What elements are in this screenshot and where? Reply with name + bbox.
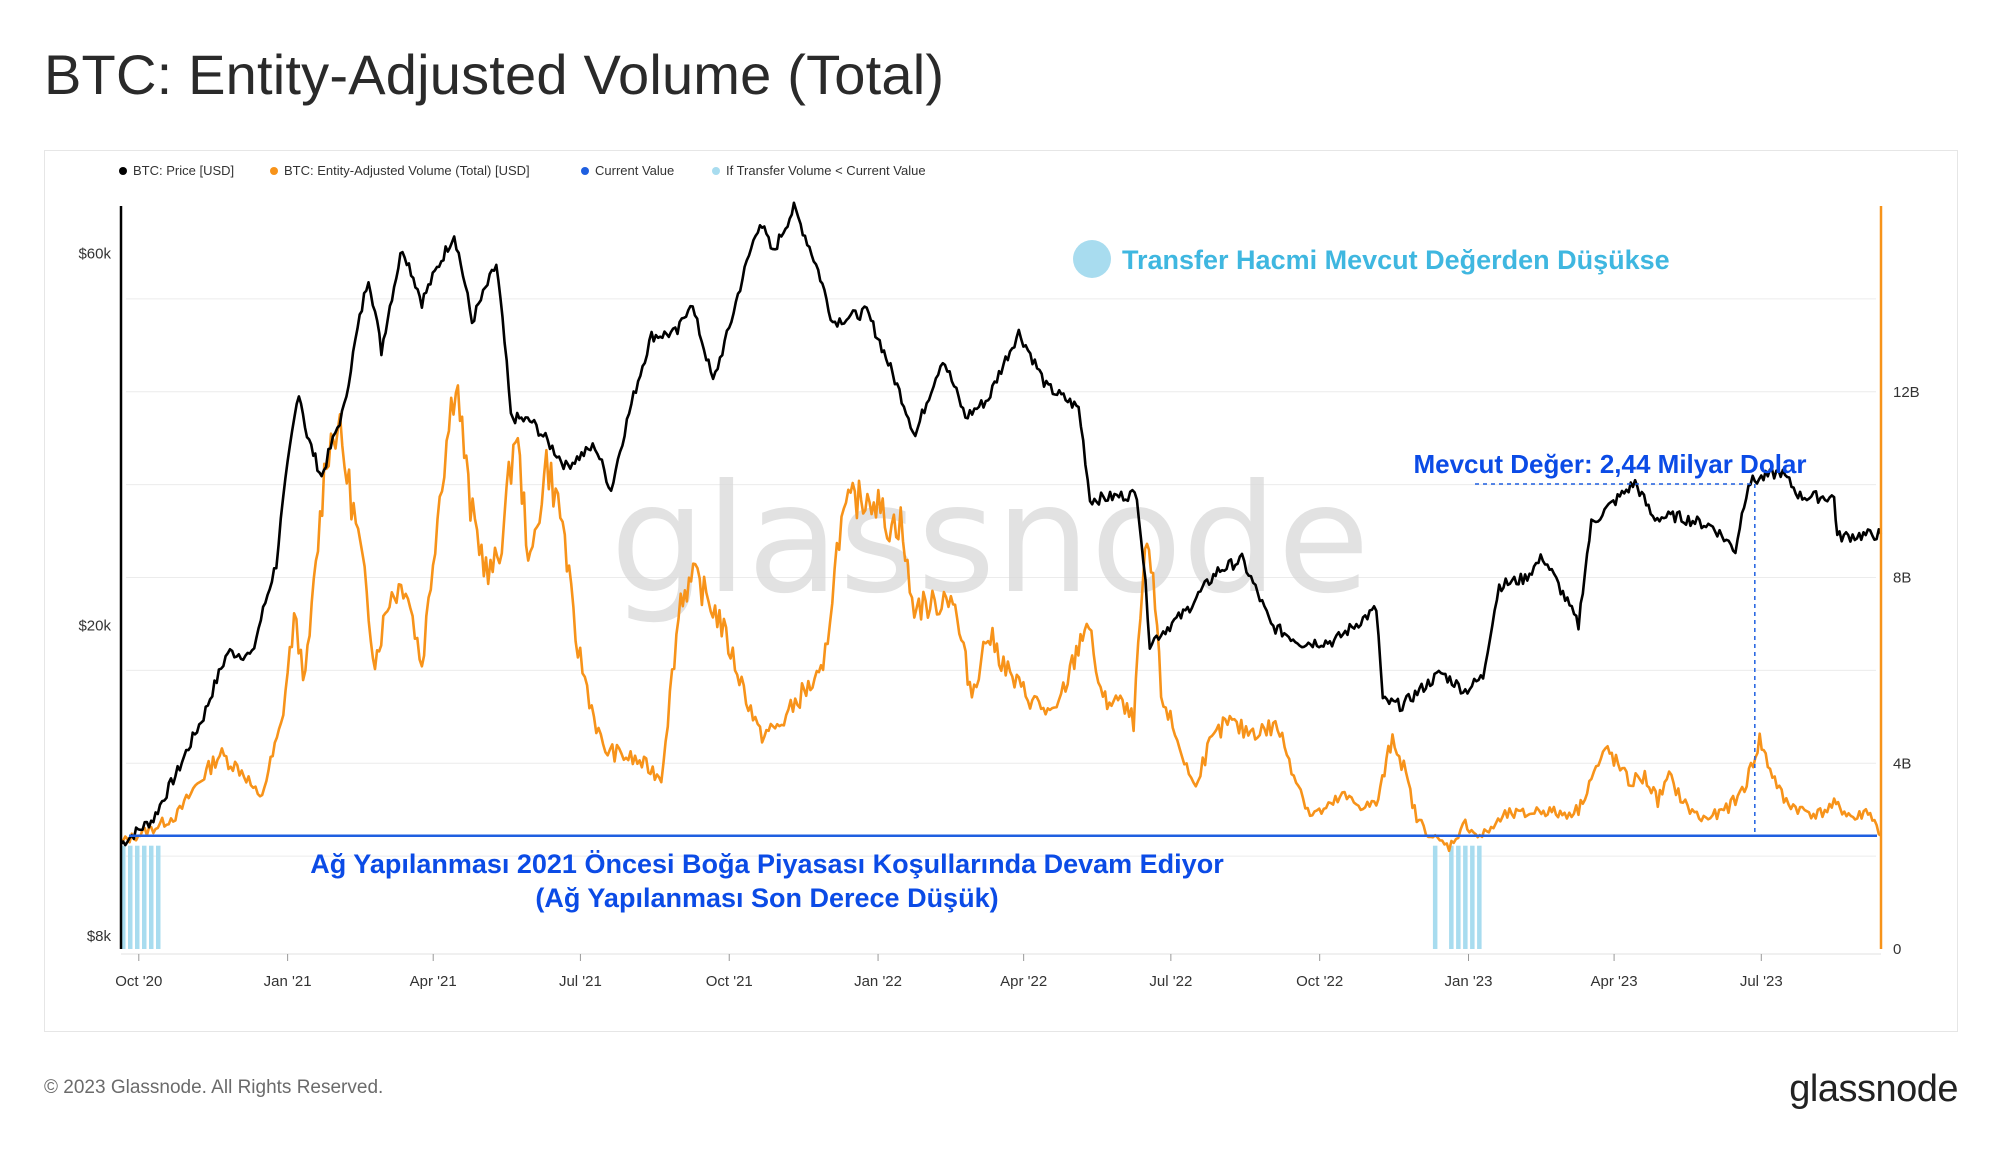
right-axis-ticks: 0 4B 8B 12B	[1893, 384, 1920, 958]
x-tick-label: Jan '23	[1445, 973, 1493, 990]
chart-svg: BTC: Price [USD] BTC: Entity-Adjusted Vo…	[78, 163, 1920, 990]
below-current-annotation: Transfer Hacmi Mevcut Değerden Düşükse	[1122, 245, 1670, 275]
x-tick-label: Oct '22	[1296, 973, 1343, 990]
legend: BTC: Price [USD] BTC: Entity-Adjusted Vo…	[119, 163, 926, 178]
below-current-bar	[1470, 845, 1475, 949]
x-axis-ticks: Oct '20 Jan '21 Apr '21 Jul '21 Oct '21 Jan '…	[115, 954, 1783, 990]
legend-item-volume[interactable]: BTC: Entity-Adjusted Volume (Total) [USD…	[270, 163, 530, 178]
legend-dot-below-current	[712, 167, 720, 175]
below-current-bar	[149, 845, 154, 949]
x-tick-label: Apr '22	[1000, 973, 1047, 990]
footer-copyright: © 2023 Glassnode. All Rights Reserved.	[44, 1077, 384, 1098]
x-tick-label: Oct '21	[706, 973, 753, 990]
chart-frame: BTC: Price [USD] BTC: Entity-Adjusted Vo…	[44, 150, 1958, 1032]
footer-logo: glassnode	[1789, 1068, 1958, 1110]
legend-label-price: BTC: Price [USD]	[133, 163, 234, 178]
current-value-annotation: Mevcut Değer: 2,44 Milyar Dolar	[1413, 449, 1806, 479]
right-tick-label: 4B	[1893, 755, 1911, 772]
x-tick-label: Oct '20	[115, 973, 162, 990]
legend-label-below-current: If Transfer Volume < Current Value	[726, 163, 926, 178]
volume-series-line	[120, 384, 1882, 853]
below-current-bar	[128, 845, 133, 949]
legend-item-below-current[interactable]: If Transfer Volume < Current Value	[712, 163, 926, 178]
left-tick-label: $8k	[87, 928, 112, 945]
left-tick-label: $20k	[78, 618, 111, 635]
watermark: glassnode	[610, 453, 1369, 627]
legend-dot-current-value	[581, 167, 589, 175]
legend-label-volume: BTC: Entity-Adjusted Volume (Total) [USD…	[284, 163, 530, 178]
legend-item-price[interactable]: BTC: Price [USD]	[119, 163, 234, 178]
x-tick-label: Jul '22	[1149, 973, 1192, 990]
x-tick-label: Apr '23	[1591, 973, 1638, 990]
left-tick-label: $60k	[78, 245, 111, 262]
below-current-bar	[1432, 845, 1438, 949]
below-current-bar	[1477, 845, 1482, 949]
x-tick-label: Jan '21	[264, 973, 312, 990]
x-tick-label: Jul '21	[559, 973, 602, 990]
below-current-bar	[1456, 845, 1461, 949]
x-tick-label: Apr '21	[410, 973, 457, 990]
below-current-bar	[142, 845, 147, 949]
below-current-bar	[156, 845, 161, 949]
below-current-marker-icon	[1073, 240, 1111, 278]
below-current-bar	[121, 845, 126, 949]
below-current-bar	[1449, 845, 1454, 949]
right-tick-label: 8B	[1893, 570, 1911, 587]
x-tick-label: Jan '22	[854, 973, 902, 990]
legend-dot-price	[119, 167, 127, 175]
price-series-line	[120, 201, 1883, 847]
legend-item-current-value[interactable]: Current Value	[581, 163, 674, 178]
legend-dot-volume	[270, 167, 278, 175]
x-tick-label: Jul '23	[1740, 973, 1783, 990]
legend-label-current-value: Current Value	[595, 163, 674, 178]
left-axis-ticks: $8k $20k $60k	[78, 245, 111, 945]
right-tick-label: 12B	[1893, 384, 1920, 401]
network-annotation-line1: Ağ Yapılanması 2021 Öncesi Boğa Piyasası…	[310, 849, 1224, 879]
page-title: BTC: Entity-Adjusted Volume (Total)	[44, 43, 945, 106]
right-tick-label: 0	[1893, 941, 1901, 958]
network-annotation-line2: (Ağ Yapılanması Son Derece Düşük)	[535, 883, 998, 913]
below-current-bar	[1463, 845, 1468, 949]
below-current-bar	[135, 845, 140, 949]
below-current-bars	[121, 845, 1482, 949]
